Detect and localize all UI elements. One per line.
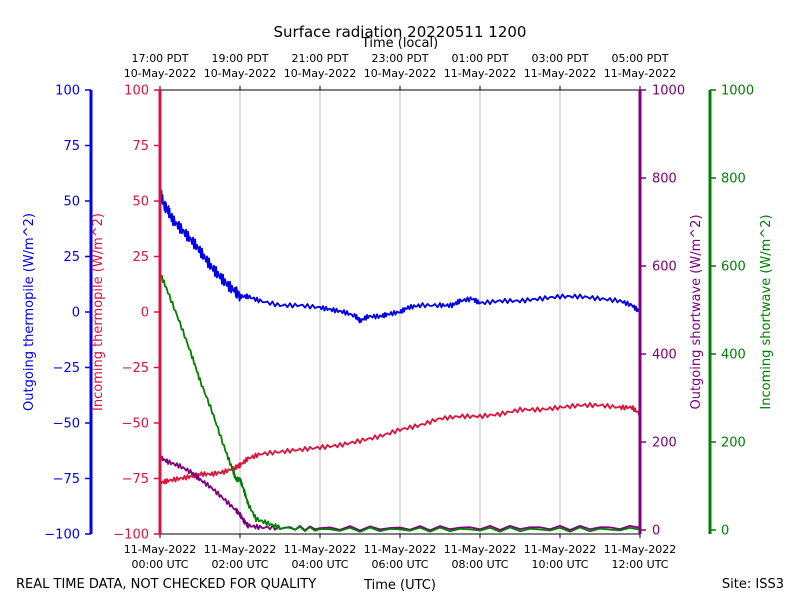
incoming_thermopile-tick-label-7: −75 [122, 472, 149, 487]
top-tick-time-0: 17:00 PDT [131, 52, 188, 65]
outgoing_thermopile-tick-label-8: −100 [44, 528, 80, 543]
quality-warning: REAL TIME DATA, NOT CHECKED FOR QUALITY [16, 577, 316, 592]
incoming_thermopile-tick-label-3: 25 [132, 250, 149, 265]
incoming_shortwave-tick-label-2: 600 [721, 260, 746, 275]
top-tick-date-2: 10-May-2022 [284, 67, 356, 80]
outgoing_shortwave-tick-label-5: 0 [652, 524, 660, 539]
outgoing_shortwave-line [159, 455, 641, 532]
outgoing_shortwave-tick-label-2: 600 [652, 260, 677, 275]
top-tick-time-5: 03:00 PDT [531, 52, 588, 65]
series-group [159, 188, 641, 533]
bottom-tick-time-3: 06:00 UTC [371, 558, 428, 571]
site-label: Site: ISS3 [722, 577, 784, 592]
top-tick-time-6: 05:00 PDT [611, 52, 668, 65]
top-tick-date-6: 11-May-2022 [604, 67, 676, 80]
x-axis-label: Time (UTC) [363, 578, 436, 593]
outgoing_thermopile-tick-label-7: −75 [53, 472, 80, 487]
bottom-tick-time-0: 00:00 UTC [131, 558, 188, 571]
incoming_shortwave-tick-label-4: 200 [721, 436, 746, 451]
incoming_thermopile-tick-label-4: 0 [141, 306, 149, 321]
incoming_shortwave-tick-label-1: 800 [721, 172, 746, 187]
top-tick-date-1: 10-May-2022 [204, 67, 276, 80]
top-tick-time-2: 21:00 PDT [291, 52, 348, 65]
incoming_thermopile-tick-label-5: −25 [122, 361, 149, 376]
bottom-tick-time-1: 02:00 UTC [211, 558, 268, 571]
outgoing_shortwave-tick-label-1: 800 [652, 172, 677, 187]
top-tick-date-3: 10-May-2022 [364, 67, 436, 80]
incoming_shortwave-line [159, 272, 641, 533]
bottom-tick-date-2: 11-May-2022 [284, 543, 356, 556]
bottom-tick-time-5: 10:00 UTC [531, 558, 588, 571]
outgoing_thermopile-tick-label-6: −50 [53, 417, 80, 432]
bottom-tick-date-3: 11-May-2022 [364, 543, 436, 556]
incoming_shortwave-tick-label-5: 0 [721, 524, 729, 539]
outgoing_thermopile-tick-label-3: 25 [63, 250, 80, 265]
outgoing_shortwave-tick-label-4: 200 [652, 436, 677, 451]
incoming_thermopile-tick-label-8: −100 [113, 528, 149, 543]
bottom-tick-time-4: 08:00 UTC [451, 558, 508, 571]
outgoing_thermopile-tick-label-1: 75 [63, 139, 80, 154]
y-axes: 100 75 50 25 0 −25 −50 −75 −100 Outgoing thermopi… [22, 84, 774, 543]
bottom-tick-date-6: 11-May-2022 [604, 543, 676, 556]
outgoing_thermopile-axis-label: Outgoing thermopile (W/m^2) [22, 213, 37, 411]
x-axis-ticks: 11-May-2022 00:00 UTC 11-May-2022 02:00 UTC… [124, 52, 676, 571]
top-axis-label: Time (local) [361, 36, 438, 51]
outgoing_shortwave-tick-label-0: 1000 [652, 84, 685, 99]
outgoing_thermopile-tick-label-4: 0 [72, 306, 80, 321]
bottom-tick-date-5: 11-May-2022 [524, 543, 596, 556]
incoming_shortwave-tick-label-0: 1000 [721, 84, 754, 99]
bottom-tick-date-4: 11-May-2022 [444, 543, 516, 556]
bottom-tick-date-1: 11-May-2022 [204, 543, 276, 556]
top-tick-date-4: 11-May-2022 [444, 67, 516, 80]
incoming_thermopile-axis-label: Incoming thermopile (W/m^2) [91, 213, 106, 411]
incoming_thermopile-tick-label-1: 75 [132, 139, 149, 154]
incoming_thermopile-line [159, 402, 641, 485]
incoming_shortwave-tick-label-3: 400 [721, 348, 746, 363]
outgoing_thermopile-tick-label-5: −25 [53, 361, 80, 376]
bottom-tick-time-2: 04:00 UTC [291, 558, 348, 571]
chart-title: Surface radiation 20220511 1200 [274, 23, 527, 41]
bottom-tick-time-6: 12:00 UTC [611, 558, 668, 571]
top-tick-date-0: 10-May-2022 [124, 67, 196, 80]
outgoing_shortwave-axis-label: Outgoing shortwave (W/m^2) [689, 214, 704, 409]
outgoing_thermopile-tick-label-0: 100 [55, 84, 80, 99]
bottom-tick-date-0: 11-May-2022 [124, 543, 196, 556]
top-tick-time-4: 01:00 PDT [451, 52, 508, 65]
outgoing_thermopile-tick-label-2: 50 [63, 195, 80, 210]
outgoing_thermopile-line [159, 188, 641, 324]
incoming_thermopile-tick-label-0: 100 [124, 84, 149, 99]
incoming_thermopile-tick-label-6: −50 [122, 417, 149, 432]
top-tick-time-1: 19:00 PDT [211, 52, 268, 65]
outgoing_shortwave-tick-label-3: 400 [652, 348, 677, 363]
incoming_shortwave-axis-label: Incoming shortwave (W/m^2) [759, 214, 774, 409]
incoming_thermopile-tick-label-2: 50 [132, 195, 149, 210]
top-tick-date-5: 11-May-2022 [524, 67, 596, 80]
top-tick-time-3: 23:00 PDT [371, 52, 428, 65]
